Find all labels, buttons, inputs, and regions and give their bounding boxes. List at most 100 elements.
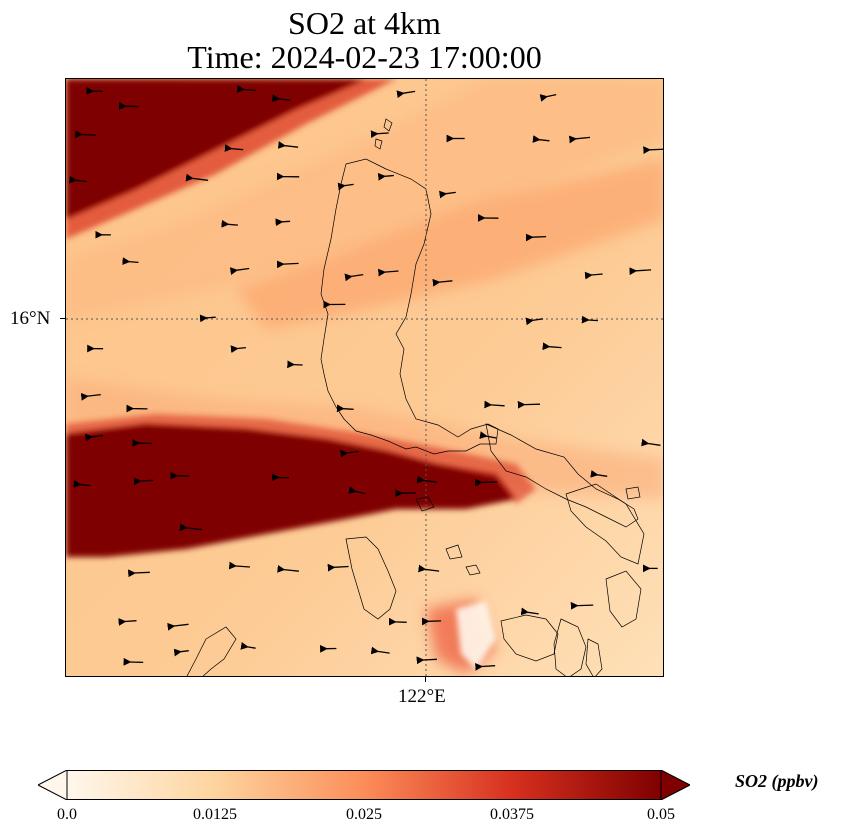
wind-arrow: [271, 94, 291, 103]
coastline-islet-2: [374, 138, 383, 150]
plume-red-south-edge: [66, 414, 536, 504]
wind-arrow: [340, 449, 359, 458]
lat-label-16n: 16°N: [10, 308, 51, 329]
coastline-islet-5: [465, 564, 481, 576]
wind-arrow: [228, 561, 250, 570]
wind-arrow: [337, 182, 354, 191]
wind-arrow: [370, 130, 389, 138]
wind-arrow: [75, 130, 96, 139]
plume-white-southeast: [456, 601, 496, 669]
coastline-islet-6: [625, 486, 641, 500]
coastline-samar: [565, 483, 645, 565]
map-panel: [65, 78, 664, 677]
wind-arrow: [542, 342, 562, 351]
wind-arrow: [133, 477, 154, 486]
wind-arrow: [479, 431, 497, 439]
so2-high-plumes: [66, 79, 536, 669]
colorbar-extend-max: [660, 770, 690, 800]
colorbar: [38, 770, 690, 800]
wind-arrow: [570, 601, 594, 610]
wind-arrow: [84, 433, 104, 442]
plume-dark-south: [66, 424, 516, 557]
wind-arrow: [378, 268, 399, 277]
coastline-leyte: [605, 570, 642, 628]
wind-arrow: [348, 486, 365, 495]
wind-arrow: [520, 607, 539, 616]
coastline-bicol: [485, 423, 639, 528]
wind-arrow: [276, 260, 299, 269]
wind-arrow: [432, 278, 453, 287]
wind-arrow: [396, 90, 416, 99]
wind-arrow: [230, 345, 246, 354]
wind-arrow: [80, 392, 101, 401]
wind-arrow: [336, 404, 354, 413]
colorbar-label: SO2 (ppbv): [735, 771, 819, 791]
wind-arrow: [240, 642, 256, 650]
wind-arrow: [416, 475, 437, 484]
wind-arrow: [484, 400, 505, 409]
wind-vectors: [69, 85, 663, 671]
wind-arrow: [539, 93, 557, 102]
coastline-islet-4: [445, 544, 463, 560]
wind-arrow: [185, 173, 209, 182]
wind-arrow: [277, 565, 299, 573]
colorbar-body: [66, 770, 662, 800]
wind-arrow: [475, 662, 496, 671]
wind-arrow: [118, 618, 137, 626]
lon-tick: [425, 677, 426, 682]
wind-arrow: [224, 144, 244, 152]
colorbar-tick-3: 0.0375: [490, 806, 534, 823]
wind-arrow: [167, 622, 189, 631]
wind-arrow: [221, 219, 238, 228]
title-line-1: SO2 at 4km: [288, 5, 441, 41]
wind-arrow: [173, 648, 189, 657]
wind-arrow: [590, 469, 608, 478]
colorbar-tick-4: 0.05: [647, 806, 675, 823]
lat-tick: [60, 318, 65, 319]
coastline-luzon: [320, 158, 499, 455]
coastline-panay: [500, 614, 559, 662]
wind-arrow: [229, 267, 250, 275]
colorbar-tick-1: 0.0125: [193, 806, 237, 823]
wind-arrow: [581, 315, 598, 324]
wind-arrow: [370, 646, 390, 655]
coastline-cebu: [585, 638, 603, 676]
wind-arrow: [69, 175, 87, 184]
lon-label-122e: 122°E: [398, 686, 446, 707]
so2-map: [66, 79, 663, 676]
wind-arrow: [277, 141, 299, 149]
wind-arrow: [641, 438, 661, 447]
wind-arrow: [629, 267, 652, 276]
colorbar-extend-min: [38, 770, 68, 800]
plume-light-ne-band: [66, 79, 663, 319]
wind-arrow: [568, 135, 591, 144]
wind-arrow: [377, 172, 394, 181]
plot-title: SO2 at 4km Time: 2024-02-23 17:00:00: [65, 6, 664, 74]
wind-arrow: [643, 146, 663, 154]
wind-arrow: [418, 564, 440, 573]
wind-arrow: [525, 233, 547, 242]
wind-arrow: [128, 569, 150, 578]
coastline-islet-3: [415, 496, 435, 512]
plume-orange-mid-band: [236, 159, 663, 329]
wind-arrow: [584, 271, 603, 280]
plume-red-north-edge: [66, 79, 396, 239]
wind-arrow: [532, 135, 550, 143]
wind-arrow: [199, 314, 216, 323]
coastline-mindoro: [345, 536, 397, 620]
wind-arrow: [275, 218, 291, 227]
colorbar-tick-0: 0.0: [57, 806, 77, 823]
wind-arrow: [122, 257, 139, 265]
wind-arrow: [236, 85, 256, 93]
wind-arrow: [327, 563, 349, 572]
wind-arrow: [416, 656, 437, 665]
coastline-negros: [553, 618, 587, 676]
wind-arrow: [179, 523, 203, 532]
wind-arrow: [525, 317, 544, 326]
coastlines: [186, 118, 645, 676]
coastline-palawan-north: [186, 626, 237, 676]
coastline-islet-1: [383, 118, 393, 132]
title-line-2: Time: 2024-02-23 17:00:00: [187, 39, 542, 75]
wind-arrow: [344, 273, 364, 282]
wind-arrow: [439, 190, 456, 199]
